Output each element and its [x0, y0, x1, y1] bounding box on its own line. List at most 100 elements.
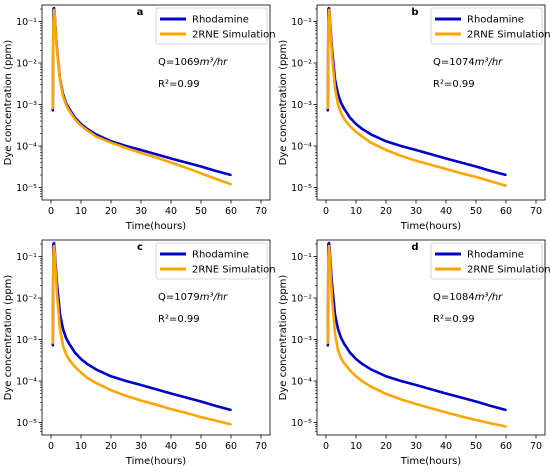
- rhodamine-line-point: [328, 7, 330, 9]
- simulation-line-point: [53, 13, 56, 16]
- rhodamine-line-point: [370, 368, 372, 371]
- simulation-line-point: [327, 255, 330, 258]
- flow-rate-label: Q=1084m³/hr: [433, 292, 503, 303]
- simulation-line-point: [355, 375, 357, 378]
- simulation-line-point: [490, 180, 492, 183]
- rhodamine-line-point: [155, 153, 157, 156]
- simulation-line-point: [361, 135, 363, 138]
- legend-label: Rhodamine: [192, 250, 249, 261]
- simulation-line-point: [53, 250, 56, 253]
- simulation-line-point: [326, 342, 329, 345]
- x-tick-label: 10: [350, 441, 362, 452]
- plot-frame: [41, 4, 271, 201]
- rhodamine-line-point: [185, 161, 187, 164]
- x-tick-label: 70: [255, 441, 267, 452]
- x-tick-label: 30: [410, 441, 422, 452]
- simulation-line-point: [475, 419, 477, 421]
- simulation-line-point: [62, 345, 64, 347]
- simulation-line-point: [56, 49, 58, 52]
- simulation-line-point: [230, 423, 232, 426]
- simulation-line-point: [52, 255, 55, 258]
- x-tick-label: 30: [135, 441, 147, 452]
- y-tick-label: 10⁻⁴: [16, 142, 37, 153]
- x-tick-label: 10: [75, 206, 87, 217]
- simulation-line-point: [155, 156, 157, 159]
- simulation-line-point: [230, 183, 232, 186]
- rhodamine-line-point: [185, 396, 187, 399]
- simulation-line-point: [430, 407, 432, 410]
- simulation-line-point: [74, 118, 76, 121]
- x-axis-title: Time(hours): [125, 221, 186, 232]
- flow-rate-label: Q=1079m³/hr: [158, 292, 228, 303]
- rhodamine-line-point: [415, 149, 417, 151]
- y-axis-title: Dye concentration (ppm): [3, 275, 14, 401]
- rhodamine-line-point: [475, 165, 477, 168]
- x-axis-title: Time(hours): [400, 456, 461, 467]
- simulation-line-point: [490, 422, 492, 425]
- y-axis-title: Dye concentration (ppm): [278, 275, 289, 401]
- legend-label: 2RNE Simulation: [467, 265, 550, 276]
- simulation-line-point: [327, 20, 330, 23]
- y-tick-label: 10⁻¹: [16, 17, 37, 28]
- simulation-line-point: [185, 166, 187, 169]
- simulation-line-point: [56, 293, 58, 296]
- simulation-line-point: [331, 54, 333, 57]
- simulation-line-point: [68, 109, 70, 112]
- rhodamine-line-point: [200, 165, 202, 168]
- rhodamine-line-point: [385, 140, 387, 143]
- legend-label: Rhodamine: [467, 15, 524, 26]
- rhodamine-line-point: [370, 133, 372, 136]
- legend: Rhodamine 2RNE Simulation: [430, 242, 550, 280]
- simulation-line-point: [370, 141, 372, 144]
- simulation-line-point: [328, 9, 330, 11]
- y-tick-label: 10⁻¹: [291, 252, 312, 263]
- plot-frame: [316, 239, 546, 436]
- simulation-line-point: [185, 412, 187, 414]
- y-tick-label: 10⁻³: [16, 100, 37, 111]
- simulation-line-point: [329, 270, 332, 272]
- simulation-line-point: [343, 118, 345, 120]
- rhodamine-line-point: [326, 110, 329, 112]
- simulation-line-point: [53, 9, 55, 11]
- y-tick-label: 10⁻⁴: [291, 377, 312, 388]
- rhodamine-line-point: [326, 345, 329, 347]
- rhodamine-line-point: [215, 170, 217, 172]
- simulation-line-point: [340, 357, 342, 359]
- rhodamine-line-point: [337, 328, 339, 330]
- y-tick-label: 10⁻³: [291, 335, 312, 346]
- x-tick-label: 0: [48, 441, 54, 452]
- y-tick-label: 10⁻⁵: [16, 418, 37, 429]
- y-tick-label: 10⁻³: [291, 100, 312, 111]
- rhodamine-line-point: [445, 157, 447, 160]
- legend: Rhodamine 2RNE Simulation: [430, 7, 550, 45]
- x-tick-label: 0: [48, 206, 54, 217]
- simulation-line-point: [334, 87, 336, 89]
- rhodamine-line-point: [140, 384, 142, 386]
- simulation-line-point: [505, 184, 507, 187]
- rhodamine-line-point: [361, 127, 363, 130]
- simulation-line-point: [52, 20, 55, 23]
- rhodamine-line-point: [51, 345, 54, 347]
- r-squared-label: R²=0.99: [433, 314, 475, 325]
- rhodamine-line-point: [505, 409, 507, 411]
- panel-letter: c: [137, 242, 143, 253]
- rhodamine-line-point: [65, 336, 67, 339]
- rhodamine-line-point: [490, 405, 492, 407]
- rhodamine-line-point: [51, 110, 54, 112]
- simulation-line-point: [415, 403, 417, 405]
- simulation-line-point: [349, 369, 351, 372]
- rhodamine-line-point: [340, 101, 342, 104]
- x-tick-label: 40: [440, 206, 452, 217]
- simulation-line-point: [460, 172, 462, 175]
- y-tick-label: 10⁻⁵: [16, 183, 37, 194]
- simulation-line-point: [505, 425, 507, 428]
- simulation-line-point: [460, 415, 462, 418]
- simulation-line-point: [65, 353, 67, 355]
- simulation-line-point: [68, 358, 70, 361]
- rhodamine-line-point: [415, 384, 417, 386]
- x-tick-label: 0: [323, 441, 329, 452]
- r-squared-label: R²=0.99: [158, 79, 200, 90]
- rhodamine-line-point: [337, 93, 339, 95]
- rhodamine-line-point: [230, 409, 232, 411]
